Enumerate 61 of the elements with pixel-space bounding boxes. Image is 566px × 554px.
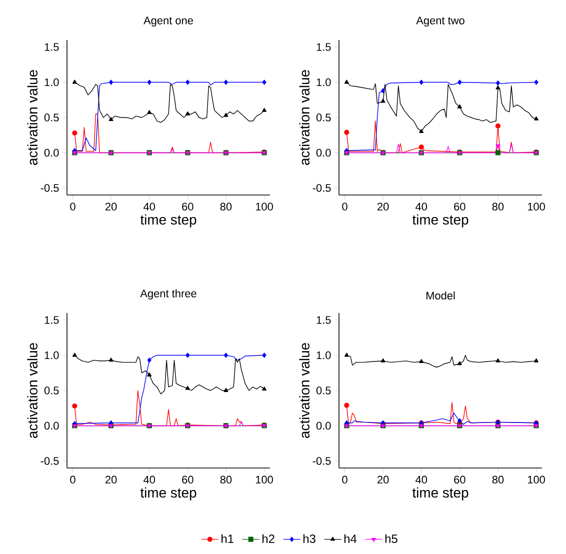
legend-label: h5	[385, 534, 398, 543]
x-tick-label: 60	[454, 202, 466, 211]
y-tick-label: 0.5	[44, 114, 59, 122]
x-tick-label: 20	[378, 202, 389, 211]
x-axis-title: time step	[140, 487, 196, 500]
y-tick-label: 1.5	[44, 316, 59, 324]
x-tick-label: 40	[144, 476, 156, 484]
x-axis-title: time step	[412, 487, 468, 500]
y-tick-label: -0.5	[312, 184, 331, 192]
y-tick-label: 0.5	[316, 386, 331, 394]
y-tick-label: 1.5	[44, 43, 59, 51]
x-tick-label: 80	[220, 476, 232, 484]
y-tick-label: 0.0	[316, 148, 331, 157]
x-tick-label: 60	[182, 202, 194, 211]
x-tick-label: 0	[342, 202, 348, 211]
x-tick-label: 80	[220, 202, 232, 211]
x-tick-label: 100	[528, 202, 545, 211]
legend-label: h2	[262, 534, 274, 543]
legend-label: h3	[303, 534, 316, 543]
y-tick-label: 1.0	[316, 78, 331, 86]
chart-title: Model	[426, 291, 455, 300]
x-tick-label: 0	[342, 476, 348, 484]
y-tick-label: -0.5	[40, 184, 59, 192]
x-tick-label: 20	[378, 476, 389, 484]
y-tick-label: 1.0	[44, 78, 59, 86]
y-tick-label: 0.5	[44, 386, 59, 394]
y-tick-label: 1.5	[316, 316, 331, 324]
y-tick-label: 1.0	[316, 351, 331, 360]
chart-title: Agent two	[416, 16, 464, 27]
x-tick-label: 100	[256, 202, 273, 211]
x-tick-label: 80	[492, 202, 504, 211]
y-tick-label: 0.0	[44, 148, 59, 157]
x-tick-label: 40	[144, 202, 156, 211]
y-tick-label: 0.0	[44, 422, 59, 430]
y-tick-label: 1.5	[316, 43, 331, 51]
legend-label: h4	[344, 534, 357, 543]
y-tick-label: -0.5	[40, 457, 59, 465]
x-tick-label: 40	[416, 476, 428, 484]
x-tick-label: 0	[70, 476, 76, 484]
chart-title: Agent one	[144, 16, 193, 27]
x-tick-label: 20	[106, 202, 117, 211]
x-tick-label: 20	[106, 476, 117, 484]
y-tick-label: 0.5	[316, 114, 331, 122]
x-tick-label: 100	[528, 476, 545, 484]
x-axis-title: time step	[412, 214, 468, 228]
x-tick-label: 60	[454, 476, 466, 484]
x-tick-label: 80	[492, 476, 504, 484]
x-tick-label: 60	[182, 476, 194, 484]
legend-label: h1	[222, 534, 234, 543]
x-tick-label: 40	[416, 202, 428, 211]
x-axis-title: time step	[140, 214, 196, 228]
y-axis-title: activation value	[299, 343, 310, 438]
chart-title: Agent three	[140, 289, 196, 300]
y-tick-label: 1.0	[44, 351, 59, 360]
x-tick-label: 100	[256, 476, 273, 484]
x-tick-label: 0	[70, 202, 76, 211]
y-tick-label: 0.0	[316, 422, 331, 430]
y-axis-title: activation value	[27, 343, 38, 438]
y-axis-title: activation value	[27, 70, 38, 165]
y-axis-title: activation value	[299, 70, 310, 165]
y-tick-label: -0.5	[312, 457, 331, 465]
